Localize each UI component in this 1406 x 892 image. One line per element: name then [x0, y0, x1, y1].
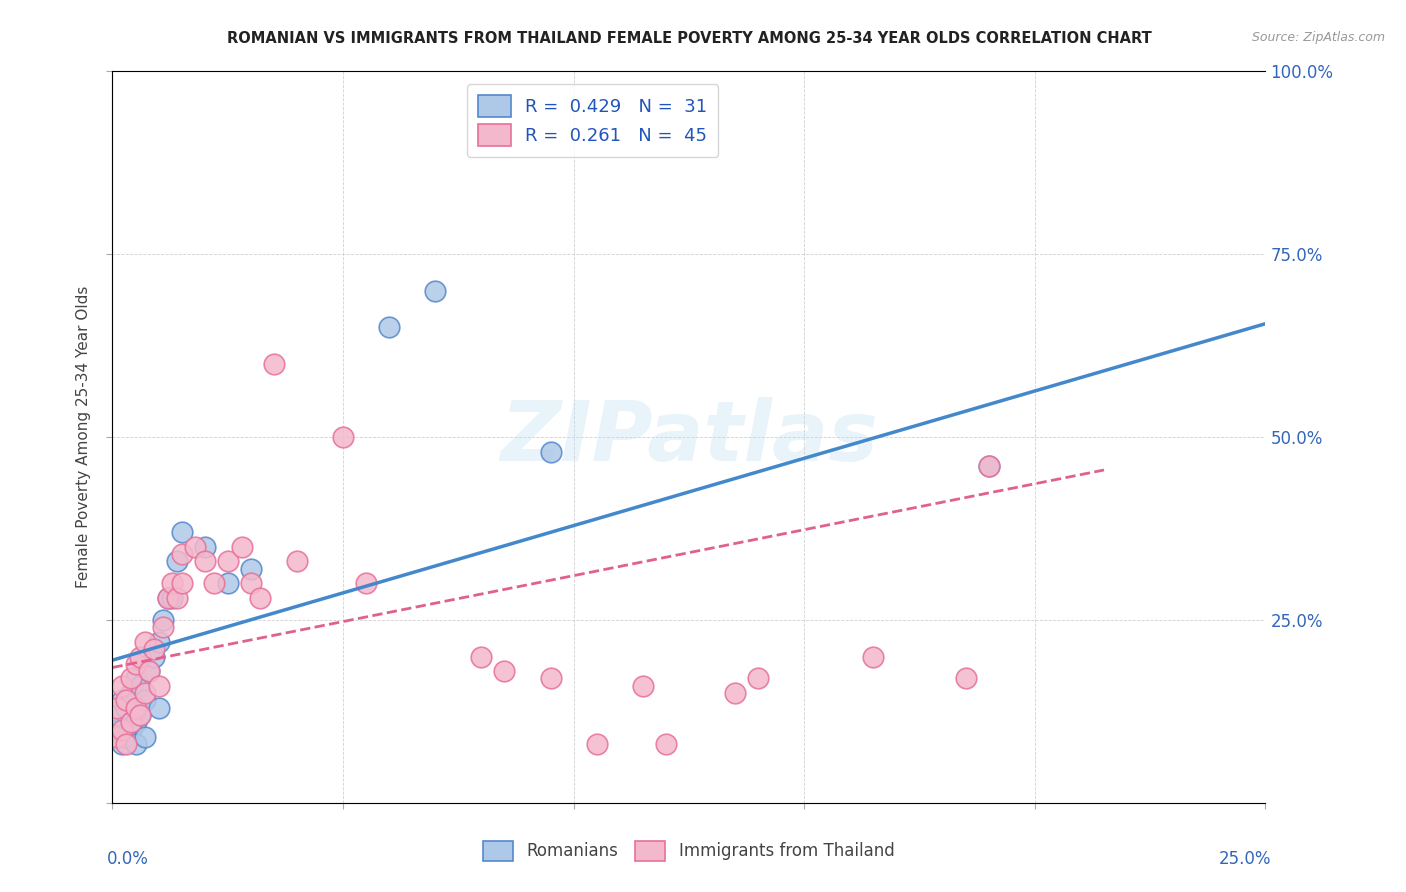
- Point: [231, 540, 253, 554]
- Point: [115, 693, 138, 707]
- Point: [148, 635, 170, 649]
- Legend: Romanians, Immigrants from Thailand: Romanians, Immigrants from Thailand: [477, 834, 901, 868]
- Point: [124, 715, 146, 730]
- Point: [143, 642, 166, 657]
- Point: [285, 554, 308, 568]
- Point: [120, 715, 142, 730]
- Point: [105, 730, 128, 744]
- Point: [120, 723, 142, 737]
- Point: [148, 700, 170, 714]
- Point: [105, 700, 128, 714]
- Point: [138, 664, 160, 678]
- Point: [138, 664, 160, 678]
- Point: [263, 357, 285, 371]
- Point: [184, 540, 207, 554]
- Point: [540, 444, 562, 458]
- Point: [129, 679, 152, 693]
- Point: [494, 664, 516, 678]
- Point: [148, 679, 170, 693]
- Point: [129, 708, 152, 723]
- Point: [655, 737, 678, 751]
- Point: [170, 547, 193, 561]
- Point: [120, 686, 142, 700]
- Point: [115, 730, 138, 744]
- Point: [124, 700, 146, 714]
- Text: ROMANIAN VS IMMIGRANTS FROM THAILAND FEMALE POVERTY AMONG 25-34 YEAR OLDS CORREL: ROMANIAN VS IMMIGRANTS FROM THAILAND FEM…: [226, 31, 1152, 46]
- Point: [111, 693, 134, 707]
- Point: [239, 562, 262, 576]
- Point: [194, 540, 217, 554]
- Point: [724, 686, 747, 700]
- Point: [955, 672, 977, 686]
- Point: [540, 672, 562, 686]
- Point: [354, 576, 377, 591]
- Text: Source: ZipAtlas.com: Source: ZipAtlas.com: [1251, 31, 1385, 45]
- Point: [162, 591, 184, 605]
- Point: [194, 554, 217, 568]
- Point: [170, 525, 193, 540]
- Point: [249, 591, 271, 605]
- Point: [152, 620, 174, 634]
- Point: [162, 576, 184, 591]
- Point: [631, 679, 654, 693]
- Point: [747, 672, 769, 686]
- Point: [332, 430, 354, 444]
- Point: [111, 679, 134, 693]
- Point: [217, 554, 239, 568]
- Point: [124, 657, 146, 671]
- Y-axis label: Female Poverty Among 25-34 Year Olds: Female Poverty Among 25-34 Year Olds: [76, 286, 91, 588]
- Point: [239, 576, 262, 591]
- Point: [115, 737, 138, 751]
- Point: [105, 708, 128, 723]
- Point: [202, 576, 225, 591]
- Point: [129, 708, 152, 723]
- Point: [115, 700, 138, 714]
- Point: [585, 737, 607, 751]
- Point: [111, 723, 134, 737]
- Point: [862, 649, 884, 664]
- Point: [134, 635, 156, 649]
- Point: [425, 284, 447, 298]
- Point: [120, 672, 142, 686]
- Point: [105, 723, 128, 737]
- Point: [156, 591, 179, 605]
- Point: [166, 554, 188, 568]
- Point: [134, 730, 156, 744]
- Text: 25.0%: 25.0%: [1219, 850, 1271, 868]
- Point: [156, 591, 179, 605]
- Point: [166, 591, 188, 605]
- Point: [977, 459, 1000, 474]
- Point: [134, 693, 156, 707]
- Point: [143, 649, 166, 664]
- Point: [470, 649, 492, 664]
- Point: [124, 737, 146, 751]
- Point: [134, 686, 156, 700]
- Point: [217, 576, 239, 591]
- Point: [129, 649, 152, 664]
- Point: [170, 576, 193, 591]
- Point: [378, 320, 401, 334]
- Point: [111, 737, 134, 751]
- Text: 0.0%: 0.0%: [107, 850, 149, 868]
- Point: [977, 459, 1000, 474]
- Text: ZIPatlas: ZIPatlas: [501, 397, 877, 477]
- Point: [124, 672, 146, 686]
- Point: [152, 613, 174, 627]
